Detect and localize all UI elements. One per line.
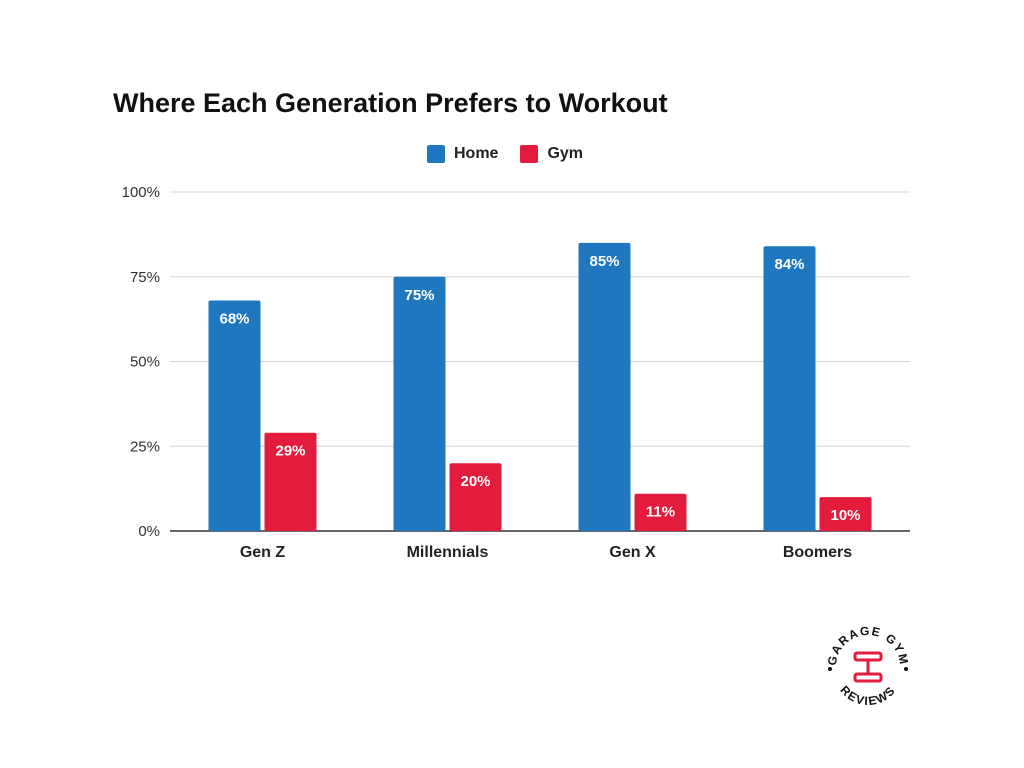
data-label: 85% bbox=[589, 253, 619, 270]
data-label: 68% bbox=[219, 310, 249, 327]
bar-gym bbox=[819, 497, 872, 531]
data-label: 10% bbox=[830, 507, 860, 524]
x-category-label: Millennials bbox=[407, 544, 489, 561]
bar-home bbox=[578, 242, 631, 531]
x-category-label: Gen Z bbox=[240, 544, 286, 561]
y-tick-label: 100% bbox=[122, 184, 160, 201]
logo-bottom-text: REVIEWS bbox=[837, 683, 897, 708]
dumbbell-icon bbox=[853, 651, 883, 683]
svg-text:REVIEWS: REVIEWS bbox=[837, 683, 898, 708]
legend-label-gym: Gym bbox=[547, 145, 584, 162]
bar-gym bbox=[449, 463, 502, 531]
logo-dot-left bbox=[828, 667, 832, 671]
x-category-label: Boomers bbox=[783, 544, 852, 561]
data-label: 75% bbox=[404, 287, 434, 304]
bar-home bbox=[763, 246, 816, 532]
logo-dot-right bbox=[904, 667, 908, 671]
x-category-label: Gen X bbox=[609, 544, 656, 561]
y-tick-label: 25% bbox=[130, 438, 160, 455]
legend: Home Gym bbox=[427, 145, 605, 163]
chart-title: Where Each Generation Prefers to Workout bbox=[113, 88, 668, 118]
garage-gym-reviews-logo: GARAGE GYM REVIEWS bbox=[825, 624, 910, 709]
data-label: 20% bbox=[460, 473, 490, 490]
legend-label-home: Home bbox=[454, 145, 499, 162]
y-tick-label: 50% bbox=[130, 354, 160, 371]
bar-home bbox=[393, 276, 446, 531]
data-label: 11% bbox=[646, 504, 675, 521]
bar-gym bbox=[264, 432, 317, 531]
bar-home bbox=[208, 300, 261, 531]
legend-item-home: Home bbox=[427, 145, 498, 163]
legend-swatch-gym bbox=[520, 145, 539, 163]
legend-swatch-home bbox=[427, 145, 445, 163]
y-tick-label: 75% bbox=[130, 269, 160, 286]
y-tick-label: 0% bbox=[138, 523, 160, 540]
bar-gym bbox=[634, 493, 687, 531]
legend-item-gym: Gym bbox=[520, 145, 583, 163]
data-label: 84% bbox=[774, 256, 804, 273]
data-label: 29% bbox=[275, 443, 305, 460]
